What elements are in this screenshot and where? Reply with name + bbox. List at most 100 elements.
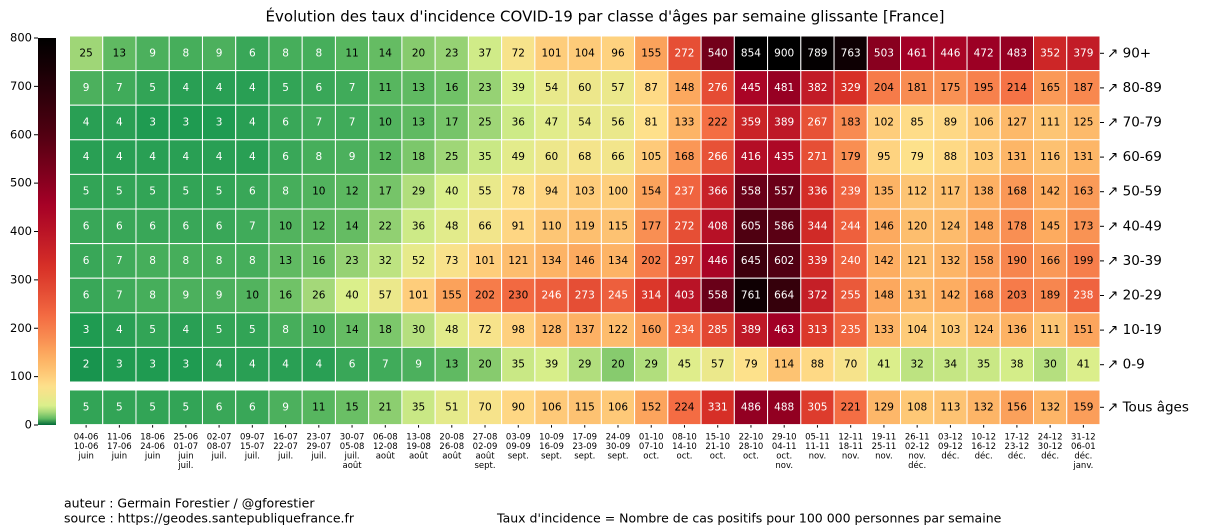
cell-label: 168 <box>1007 186 1027 198</box>
x-tick-label: 16-09 <box>539 442 564 452</box>
cell-label: 111 <box>1040 324 1060 336</box>
cell-label: 6 <box>183 220 190 232</box>
cell-label: 11 <box>312 401 325 413</box>
heat-cell <box>201 208 237 245</box>
cell-label: 237 <box>674 186 694 198</box>
x-tick-label: 18-06 <box>140 433 165 443</box>
cell-label: 35 <box>977 359 990 371</box>
heat-cell <box>767 389 802 426</box>
heat-cell <box>235 277 270 314</box>
cell-label: 121 <box>907 255 927 267</box>
cell-label: 41 <box>877 359 890 371</box>
heat-cell <box>102 35 137 72</box>
cell-label: 9 <box>349 151 356 163</box>
heat-cell <box>69 277 104 314</box>
x-tick-label: 10-09 <box>539 433 564 443</box>
heat-cell <box>800 139 835 175</box>
heat-cell <box>999 346 1035 383</box>
cell-label: 39 <box>545 359 558 371</box>
heat-cell <box>69 35 104 72</box>
cell-label: 9 <box>183 290 190 302</box>
x-tick-label: 17-06 <box>107 442 132 452</box>
cell-label: 6 <box>83 255 90 267</box>
x-tick-label: juin <box>77 452 94 462</box>
cell-label: 142 <box>1040 186 1060 198</box>
heat-cell <box>401 277 436 314</box>
heat-cell <box>833 70 868 106</box>
cell-label: 6 <box>349 359 356 371</box>
cell-label: 7 <box>249 220 256 232</box>
heat-cell <box>700 70 735 106</box>
x-tick-label: 22-07 <box>273 442 298 452</box>
cell-label: 305 <box>807 401 827 413</box>
cell-label: 7 <box>116 255 123 267</box>
x-tick-label: nov. <box>809 452 827 462</box>
heat-cell <box>534 389 569 426</box>
heat-cell <box>368 104 403 141</box>
x-tick-label: 25-06 <box>173 433 198 443</box>
heat-cell <box>833 173 868 210</box>
heat-cell <box>567 104 602 141</box>
heat-cell <box>866 139 902 175</box>
cell-label: 9 <box>415 359 422 371</box>
x-tick-label: 27-08 <box>473 433 498 443</box>
cell-label: 132 <box>940 255 960 267</box>
cell-label: 461 <box>907 47 927 59</box>
heat-cell <box>1033 277 1068 314</box>
x-tick-label: 16-12 <box>971 442 996 452</box>
heat-cell <box>966 243 1001 279</box>
heat-cell <box>467 173 503 210</box>
cell-label: 178 <box>1007 220 1027 232</box>
heat-cell <box>567 208 602 245</box>
x-tick-label: juil. <box>277 452 293 462</box>
cell-label: 481 <box>774 82 794 94</box>
cell-label: 96 <box>611 47 625 59</box>
cell-label: 70 <box>478 401 491 413</box>
heat-cell <box>467 139 503 175</box>
cell-label: 173 <box>1073 220 1093 232</box>
x-tick-label: août <box>342 461 362 471</box>
heat-cell <box>1066 173 1101 210</box>
cell-label: 900 <box>774 47 794 59</box>
cell-label: 5 <box>183 186 190 198</box>
cell-label: 366 <box>708 186 728 198</box>
cell-label: 108 <box>907 401 927 413</box>
x-tick-label: 09-09 <box>506 442 531 452</box>
heat-cell <box>201 139 237 175</box>
heat-cell <box>368 389 403 426</box>
heat-cell <box>767 243 802 279</box>
heat-cell <box>667 389 702 426</box>
cell-label: 98 <box>512 324 525 336</box>
cell-label: 297 <box>674 255 694 267</box>
x-tick-label: 11-11 <box>805 442 830 452</box>
cell-label: 5 <box>116 401 123 413</box>
cell-label: 240 <box>841 255 861 267</box>
cell-label: 5 <box>216 324 223 336</box>
heat-cell <box>401 139 436 175</box>
heat-cell <box>135 139 170 175</box>
heat-cell <box>102 139 137 175</box>
cell-label: 202 <box>475 290 495 302</box>
cell-label: 66 <box>611 151 625 163</box>
cell-label: 168 <box>974 290 994 302</box>
cell-label: 32 <box>379 255 392 267</box>
cell-label: 175 <box>940 82 960 94</box>
cell-label: 3 <box>149 359 156 371</box>
cell-label: 17 <box>445 117 458 129</box>
cell-label: 113 <box>940 401 960 413</box>
cell-label: 3 <box>116 359 123 371</box>
cell-label: 35 <box>512 359 525 371</box>
cell-label: 145 <box>1040 220 1060 232</box>
cell-label: 138 <box>974 186 994 198</box>
heat-cell <box>235 70 270 106</box>
x-tick-label: 08-07 <box>207 442 232 452</box>
cell-label: 4 <box>83 117 90 129</box>
cell-label: 26 <box>312 290 326 302</box>
cell-label: 25 <box>445 151 458 163</box>
cell-label: 38 <box>1010 359 1023 371</box>
cell-label: 100 <box>608 186 628 198</box>
cell-label: 122 <box>608 324 628 336</box>
heat-cell <box>767 277 802 314</box>
cell-label: 148 <box>974 220 994 232</box>
